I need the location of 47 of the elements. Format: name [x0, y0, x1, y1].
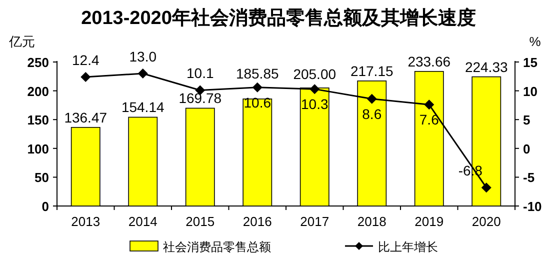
point — [310, 84, 320, 94]
data-label: 10.1 — [186, 65, 214, 82]
data-label: 136.47 — [64, 109, 108, 126]
y-tick-label: 250 — [27, 55, 49, 70]
point — [424, 100, 434, 110]
y2-axis-title: % — [529, 34, 542, 49]
y2-tick-label: 15 — [523, 55, 538, 70]
x-tick-label: 2014 — [128, 214, 158, 229]
data-label: 169.78 — [178, 90, 222, 106]
x-tick-label: 2013 — [71, 214, 100, 229]
y2-tick-label: 10 — [523, 84, 538, 99]
data-label: 8.6 — [362, 106, 382, 122]
x-tick-label: 2020 — [472, 214, 501, 229]
chart-title: 2013-2020年社会消费品零售总额及其增长速度 — [81, 7, 476, 29]
x-tick-label: 2015 — [186, 214, 215, 229]
data-label: 7.6 — [419, 112, 440, 128]
y-axis-title: 亿元 — [8, 34, 35, 49]
point — [252, 82, 262, 92]
data-label: 217.15 — [350, 62, 394, 79]
x-tick-label: 2016 — [242, 214, 272, 229]
y2-tick-label: -10 — [523, 199, 542, 214]
y-tick-label: 100 — [27, 141, 49, 156]
data-label: 224.33 — [464, 58, 508, 75]
data-label: 154.14 — [121, 99, 164, 116]
data-label: 205.00 — [293, 66, 336, 82]
data-label: 13.0 — [129, 48, 157, 65]
y2-tick-label: 0 — [523, 141, 530, 156]
legend-label: 比上年增长 — [378, 240, 438, 254]
x-tick-label: 2018 — [357, 214, 386, 229]
point — [138, 68, 148, 79]
data-label: 233.66 — [408, 53, 451, 70]
y-tick-label: 200 — [27, 84, 49, 99]
data-label: 10.3 — [301, 96, 328, 112]
x-tick-label: 2019 — [414, 214, 444, 229]
y2-tick-label: 5 — [523, 112, 530, 128]
x-tick-label: 2017 — [300, 214, 330, 229]
legend-label: 社会消费品零售总额 — [163, 240, 271, 254]
y2-tick-label: -5 — [523, 170, 535, 186]
y-tick-label: 50 — [34, 170, 49, 186]
point — [481, 182, 492, 193]
data-label: 185.85 — [236, 65, 279, 82]
y-tick-label: 150 — [27, 112, 49, 128]
data-label: 10.6 — [244, 94, 272, 110]
data-label: 12.4 — [72, 52, 100, 68]
y-tick-label: 0 — [42, 199, 49, 214]
point — [366, 94, 377, 104]
point — [80, 72, 91, 82]
